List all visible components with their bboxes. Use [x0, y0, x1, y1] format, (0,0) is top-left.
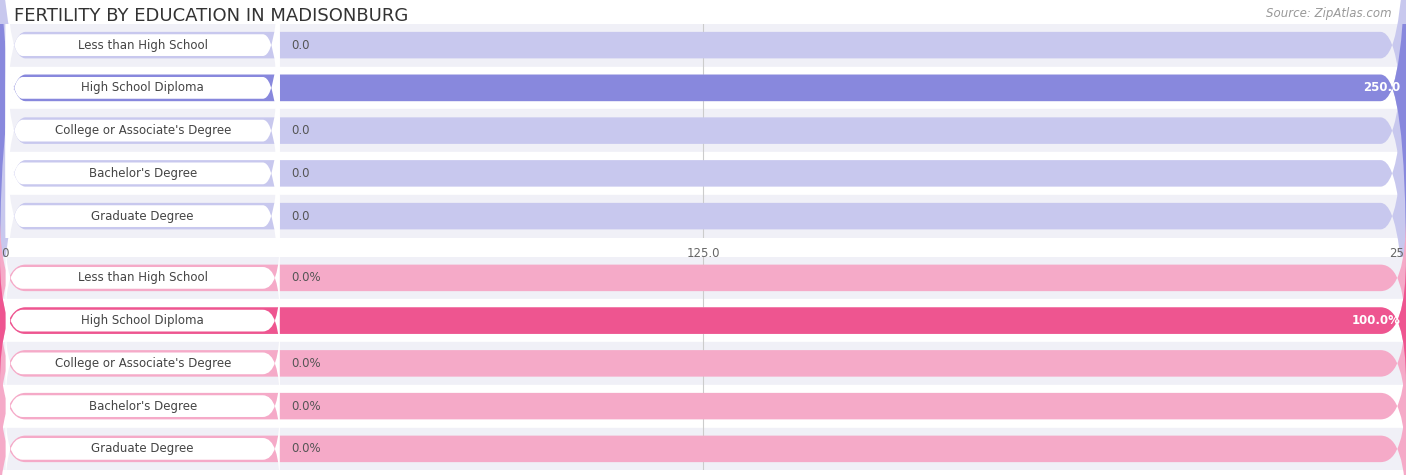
Text: College or Associate's Degree: College or Associate's Degree [55, 124, 231, 137]
FancyBboxPatch shape [0, 300, 1406, 427]
Bar [0, 109, 1406, 152]
FancyBboxPatch shape [0, 0, 1406, 267]
Bar [0, 24, 1406, 66]
Text: 0.0: 0.0 [291, 167, 309, 180]
Text: High School Diploma: High School Diploma [82, 81, 204, 95]
FancyBboxPatch shape [6, 56, 280, 291]
Text: Graduate Degree: Graduate Degree [91, 209, 194, 223]
FancyBboxPatch shape [0, 257, 1406, 384]
FancyBboxPatch shape [6, 0, 280, 205]
FancyBboxPatch shape [0, 0, 1406, 352]
FancyBboxPatch shape [6, 323, 280, 404]
Text: 0.0: 0.0 [291, 209, 309, 223]
Text: Bachelor's Degree: Bachelor's Degree [89, 399, 197, 413]
FancyBboxPatch shape [6, 99, 280, 333]
Text: College or Associate's Degree: College or Associate's Degree [55, 357, 231, 370]
Text: High School Diploma: High School Diploma [82, 314, 204, 327]
Bar [0, 66, 1406, 109]
Text: 0.0%: 0.0% [291, 271, 321, 285]
Text: 0.0%: 0.0% [291, 442, 321, 456]
Text: Graduate Degree: Graduate Degree [91, 442, 194, 456]
Bar [0, 342, 1406, 385]
Text: Less than High School: Less than High School [77, 38, 208, 52]
Text: Bachelor's Degree: Bachelor's Degree [89, 167, 197, 180]
Text: 250.0: 250.0 [1364, 81, 1400, 95]
FancyBboxPatch shape [0, 342, 1406, 470]
FancyBboxPatch shape [6, 13, 280, 248]
Text: 0.0%: 0.0% [291, 399, 321, 413]
Text: 0.0%: 0.0% [291, 357, 321, 370]
Bar [0, 299, 1406, 342]
FancyBboxPatch shape [6, 0, 280, 162]
FancyBboxPatch shape [0, 0, 1406, 310]
FancyBboxPatch shape [0, 214, 1406, 342]
Bar [0, 256, 1406, 299]
FancyBboxPatch shape [0, 385, 1406, 475]
Bar [0, 428, 1406, 470]
Text: 100.0%: 100.0% [1351, 314, 1400, 327]
Bar [0, 385, 1406, 428]
FancyBboxPatch shape [6, 238, 280, 318]
FancyBboxPatch shape [0, 37, 1406, 395]
Text: FERTILITY BY EDUCATION IN MADISONBURG: FERTILITY BY EDUCATION IN MADISONBURG [14, 7, 408, 25]
FancyBboxPatch shape [6, 366, 280, 446]
Text: 0.0: 0.0 [291, 38, 309, 52]
FancyBboxPatch shape [0, 0, 1406, 224]
FancyBboxPatch shape [0, 0, 1406, 267]
Text: Source: ZipAtlas.com: Source: ZipAtlas.com [1267, 7, 1392, 20]
FancyBboxPatch shape [6, 408, 280, 475]
FancyBboxPatch shape [0, 257, 1406, 384]
Bar [0, 152, 1406, 195]
Text: Less than High School: Less than High School [77, 271, 208, 285]
Bar [0, 195, 1406, 238]
Text: 0.0: 0.0 [291, 124, 309, 137]
FancyBboxPatch shape [6, 280, 280, 361]
